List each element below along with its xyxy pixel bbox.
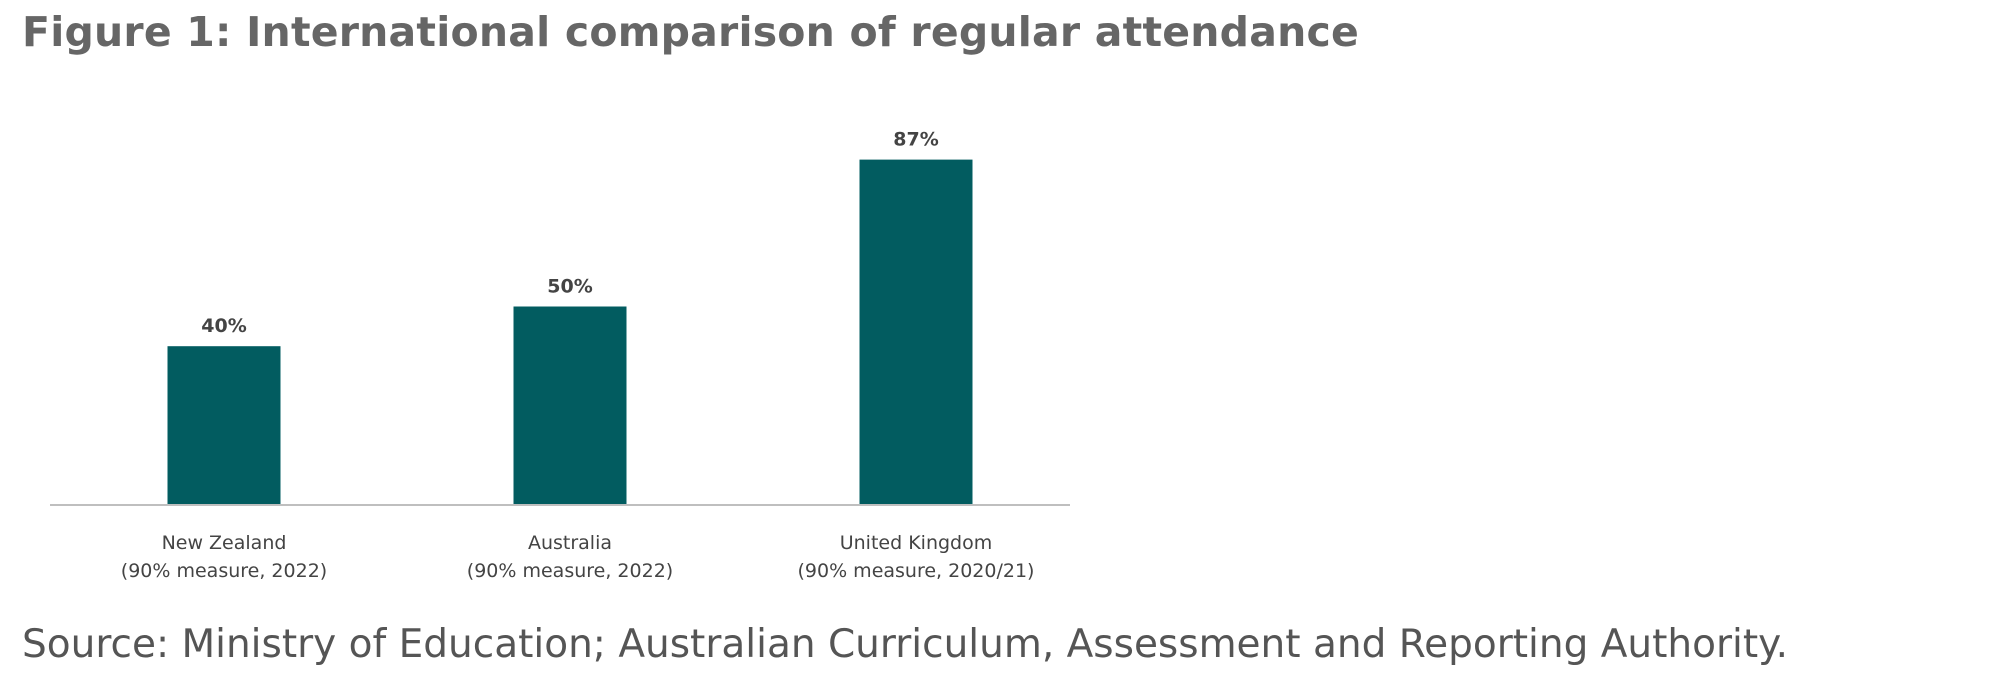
category-tick-label: (90% measure, 2022) xyxy=(467,560,673,582)
data-label: 40% xyxy=(201,315,246,337)
labels-layer: 40% New Zealand (90% measure, 2022) 50% Aust… xyxy=(121,129,1035,582)
bar xyxy=(859,159,973,506)
category-tick-label: United Kingdom xyxy=(840,532,993,554)
figure-title: Figure 1: International comparison of re… xyxy=(22,8,1359,56)
source-note: Source: Ministry of Education; Australia… xyxy=(22,622,1789,667)
category-tick-label: (90% measure, 2022) xyxy=(121,560,327,582)
category-tick-label: (90% measure, 2020/21) xyxy=(798,560,1035,582)
category-tick-label: New Zealand xyxy=(162,532,287,554)
bar xyxy=(167,346,281,505)
category-tick-label: Australia xyxy=(528,532,612,554)
data-label: 87% xyxy=(893,129,938,151)
bars-layer xyxy=(167,159,973,506)
bar-chart: 40% New Zealand (90% measure, 2022) 50% Aust… xyxy=(50,129,1070,582)
data-label: 50% xyxy=(547,276,592,298)
bar xyxy=(513,306,627,505)
